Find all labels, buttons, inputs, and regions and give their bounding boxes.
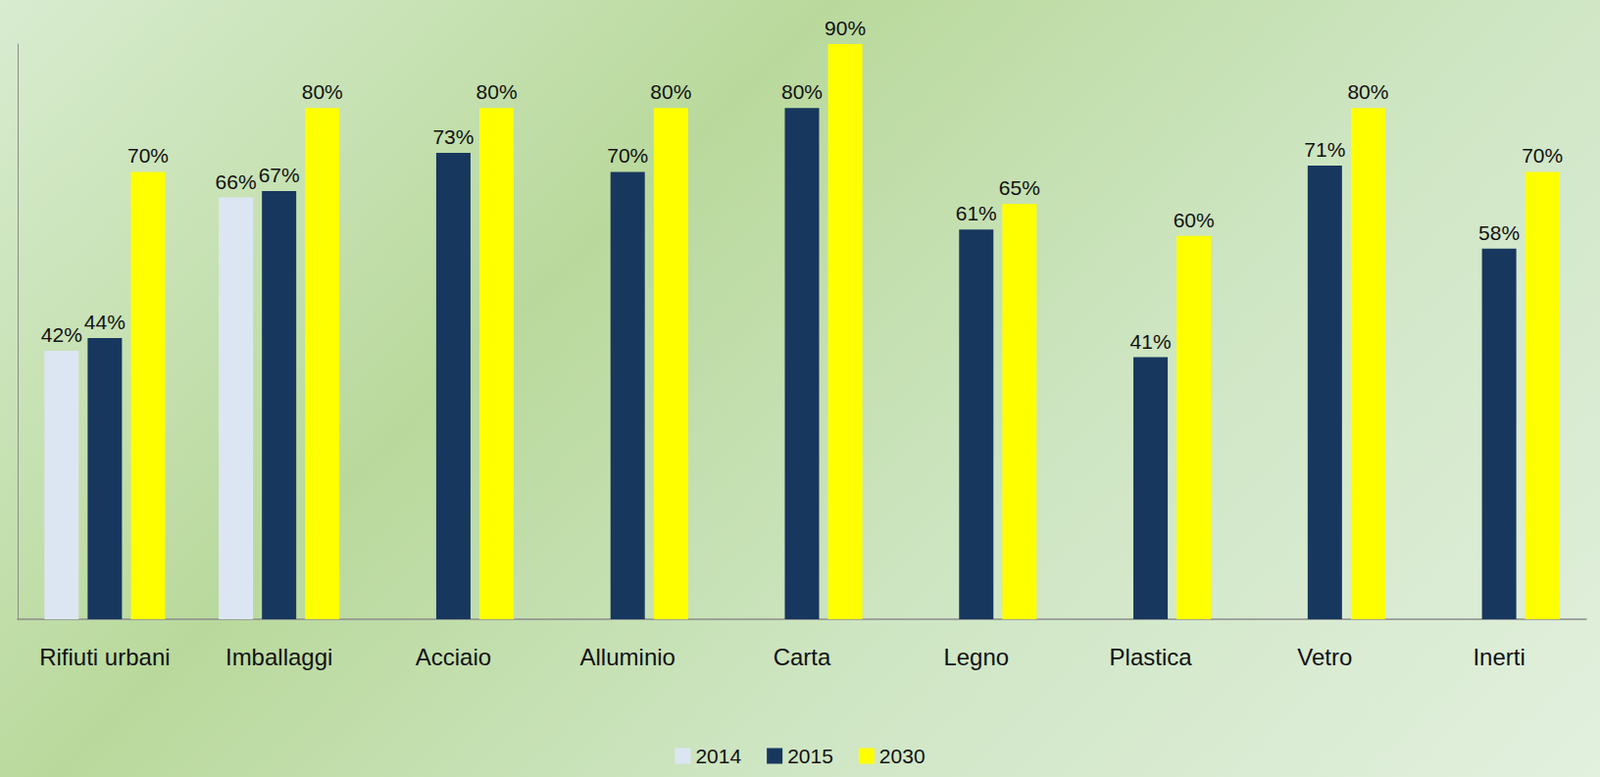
svg-text:Alluminio: Alluminio	[580, 644, 676, 671]
svg-text:42%: 42%	[41, 323, 83, 347]
svg-text:Plastica: Plastica	[1109, 644, 1194, 671]
svg-text:73%: 73%	[432, 125, 474, 149]
svg-text:61%: 61%	[955, 201, 998, 225]
svg-text:2015: 2015	[787, 745, 834, 768]
svg-text:80%: 80%	[650, 80, 692, 103]
svg-text:Rifiuti urbani: Rifiuti urbani	[39, 644, 170, 671]
svg-text:80%: 80%	[781, 80, 823, 103]
svg-text:71%: 71%	[1303, 138, 1346, 161]
svg-text:80%: 80%	[476, 80, 518, 103]
svg-text:41%: 41%	[1130, 330, 1172, 353]
svg-text:2014: 2014	[695, 745, 742, 768]
svg-text:Legno: Legno	[943, 644, 1009, 671]
svg-text:44%: 44%	[84, 310, 126, 334]
svg-text:Inerti: Inerti	[1472, 644, 1525, 671]
svg-text:80%: 80%	[1347, 80, 1389, 103]
svg-text:65%: 65%	[999, 176, 1041, 200]
svg-text:60%: 60%	[1173, 208, 1215, 232]
svg-text:Imballaggi: Imballaggi	[225, 644, 333, 671]
svg-text:66%: 66%	[215, 170, 257, 194]
svg-text:2030: 2030	[879, 745, 926, 768]
svg-text:Vetro: Vetro	[1297, 644, 1352, 671]
svg-text:70%: 70%	[127, 144, 169, 167]
svg-text:67%: 67%	[258, 163, 300, 187]
svg-text:58%: 58%	[1478, 221, 1520, 245]
svg-text:70%: 70%	[1521, 144, 1563, 167]
svg-text:Acciaio: Acciaio	[415, 644, 492, 671]
svg-text:90%: 90%	[824, 16, 866, 40]
svg-text:Carta: Carta	[773, 644, 832, 671]
svg-text:80%: 80%	[301, 80, 344, 103]
svg-text:70%: 70%	[606, 144, 649, 167]
